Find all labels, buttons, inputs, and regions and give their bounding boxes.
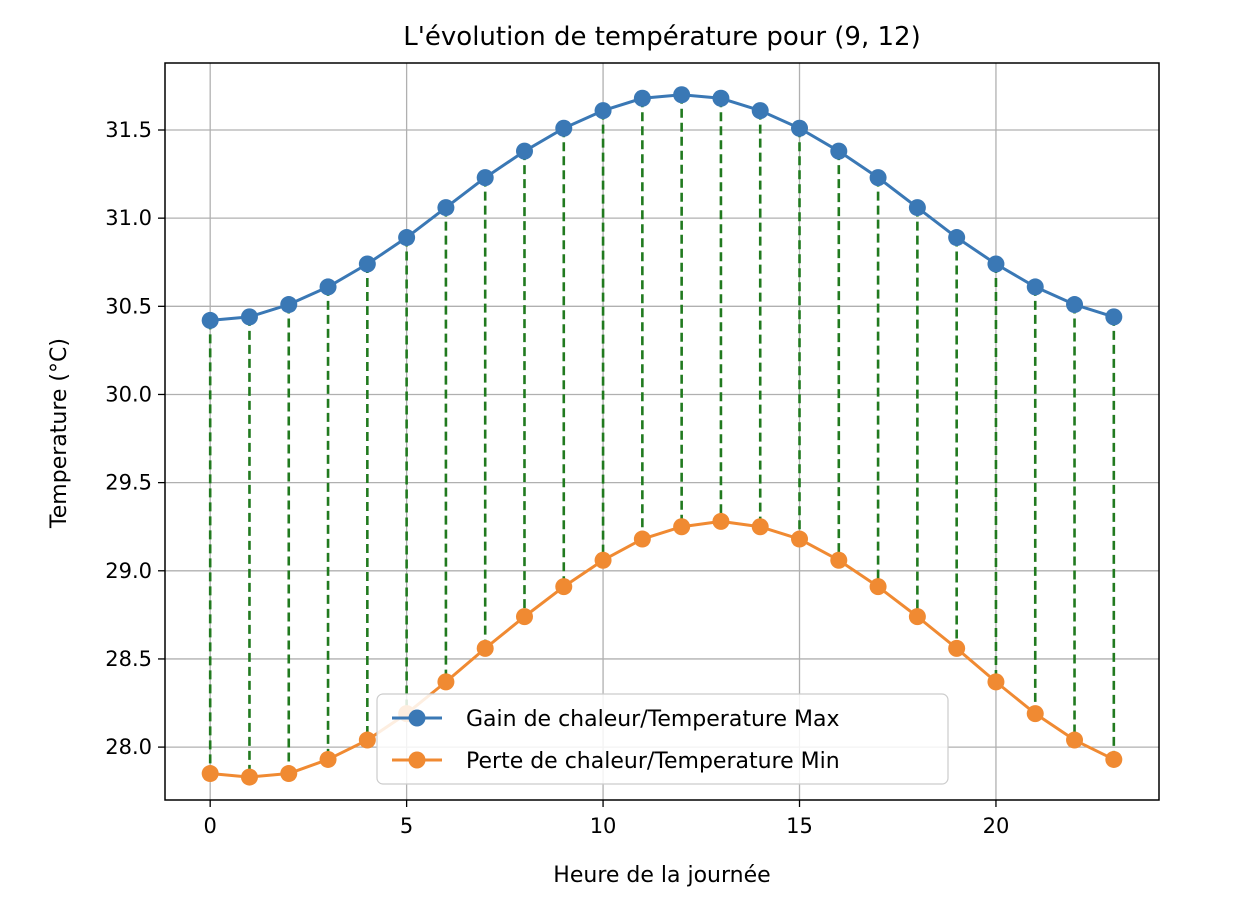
series-0-point-6 <box>437 199 455 217</box>
y-tick-label-2: 29.0 <box>105 559 152 583</box>
series-1-point-8 <box>515 608 533 626</box>
series-1-point-16 <box>830 551 848 569</box>
series-1-point-7 <box>476 639 494 657</box>
series-0-point-17 <box>869 169 887 187</box>
series-1-point-3 <box>319 750 337 768</box>
series-0-point-16 <box>830 142 848 160</box>
y-tick-label-4: 30.0 <box>105 382 152 406</box>
y-tick-label-5: 30.5 <box>105 294 152 318</box>
series-0-point-19 <box>948 229 966 247</box>
legend-swatch-min-marker <box>408 751 426 769</box>
series-0-point-21 <box>1026 278 1044 296</box>
min-max-connectors <box>208 94 1116 778</box>
series-1-point-19 <box>948 639 966 657</box>
series-0-point-15 <box>791 119 809 137</box>
x-tick-label-3: 15 <box>786 814 813 838</box>
y-tick-label-6: 31.0 <box>105 206 152 230</box>
ticks: 0 5 10 15 20 28.0 28.5 29.0 29.5 30.0 30.5 31.0 31.5 <box>105 118 1009 838</box>
legend-swatch-max-marker <box>408 709 426 727</box>
y-tick-label-7: 31.5 <box>105 118 152 142</box>
x-tick-label-1: 5 <box>400 814 413 838</box>
y-tick-label-3: 29.5 <box>105 471 152 495</box>
series-0-point-10 <box>594 102 612 120</box>
x-axis-label: Heure de la journée <box>553 863 770 888</box>
series-1-point-20 <box>987 673 1005 691</box>
series-0-point-20 <box>987 255 1005 273</box>
series-1-point-18 <box>908 608 926 626</box>
series-0-point-0 <box>201 311 219 329</box>
series-1-point-17 <box>869 578 887 596</box>
x-tick-label-0: 0 <box>203 814 216 838</box>
series-0-point-4 <box>358 255 376 273</box>
series-0-point-5 <box>398 229 416 247</box>
series-1-point-11 <box>633 530 651 548</box>
series-1-point-15 <box>791 530 809 548</box>
series-1-point-12 <box>673 518 691 536</box>
y-axis-label: Temperature (°C) <box>47 338 72 529</box>
series-0-point-12 <box>673 86 691 104</box>
legend-label-max: Gain de chaleur/Temperature Max <box>466 707 839 732</box>
series-layer <box>201 86 1123 786</box>
series-1-point-0 <box>201 765 219 783</box>
series-1-point-9 <box>555 578 573 596</box>
series-0-point-23 <box>1105 308 1123 326</box>
y-tick-label-1: 28.5 <box>105 647 152 671</box>
series-0-point-14 <box>751 102 769 120</box>
series-0-point-9 <box>555 119 573 137</box>
series-1-point-14 <box>751 518 769 536</box>
y-tick-label-0: 28.0 <box>105 735 152 759</box>
x-tick-label-4: 20 <box>983 814 1010 838</box>
series-0-point-8 <box>515 142 533 160</box>
legend-box <box>376 693 949 785</box>
series-0-point-22 <box>1066 296 1084 314</box>
series-1-point-10 <box>594 551 612 569</box>
legend-label-min: Perte de chaleur/Temperature Min <box>466 749 840 774</box>
x-tick-label-2: 10 <box>590 814 617 838</box>
series-1-point-21 <box>1026 705 1044 723</box>
series-0-point-13 <box>712 89 730 107</box>
series-0-point-2 <box>280 296 298 314</box>
series-1-point-22 <box>1066 731 1084 749</box>
series-0-point-11 <box>633 89 651 107</box>
legend: Gain de chaleur/Temperature Max Perte de… <box>376 693 949 785</box>
series-0-point-18 <box>908 199 926 217</box>
series-1-point-13 <box>712 512 730 530</box>
plot-frame <box>164 62 1160 801</box>
series-0-point-3 <box>319 278 337 296</box>
series-1-point-1 <box>240 768 258 786</box>
chart-title: L'évolution de température pour (9, 12) <box>403 22 920 52</box>
series-1-point-6 <box>437 673 455 691</box>
series-0-point-1 <box>240 308 258 326</box>
series-0-point-7 <box>476 169 494 187</box>
series-1-point-4 <box>358 731 376 749</box>
series-1-point-23 <box>1105 750 1123 768</box>
series-1-point-2 <box>280 765 298 783</box>
